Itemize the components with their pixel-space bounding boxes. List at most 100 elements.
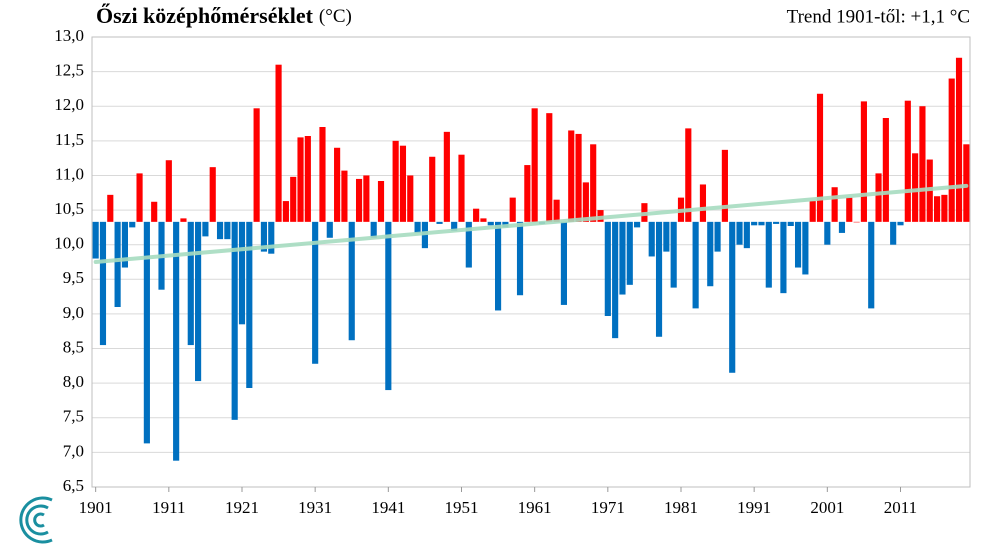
y-tick-label: 13,0 (54, 26, 84, 45)
bar (187, 221, 194, 346)
y-tick-label: 10,5 (54, 199, 84, 218)
bar (590, 144, 597, 222)
bar (99, 221, 107, 346)
bar (195, 221, 202, 382)
bar (634, 221, 641, 228)
logo (19, 496, 53, 544)
bar (348, 221, 355, 341)
bar (180, 218, 187, 222)
bar (114, 221, 121, 307)
plot-border (91, 36, 971, 488)
bar (553, 199, 560, 222)
bar (655, 221, 663, 337)
bar (758, 221, 765, 226)
x-tick-label: 1931 (298, 498, 332, 517)
bar (890, 221, 897, 245)
bar (875, 173, 882, 222)
bar (794, 221, 802, 268)
bar (495, 221, 502, 311)
bar (699, 184, 707, 222)
title: Őszi középhőmérséklet (96, 3, 314, 28)
bar (882, 118, 889, 222)
bar (202, 221, 209, 237)
bar (290, 176, 297, 222)
x-tick-label: 2001 (810, 498, 844, 517)
bar (231, 221, 238, 420)
bar (334, 147, 341, 222)
x-tick-label: 1941 (371, 498, 405, 517)
y-tick-label: 7,5 (63, 407, 84, 426)
bar (275, 64, 282, 222)
bar (765, 221, 772, 288)
bar (136, 173, 143, 222)
bar (736, 221, 743, 245)
bar (392, 140, 399, 222)
bar (729, 221, 736, 373)
title-unit: (°C) (319, 6, 352, 27)
bar (253, 108, 260, 222)
x-tick-label: 1951 (444, 498, 478, 517)
bar (473, 208, 480, 222)
bar (670, 221, 677, 288)
bar (319, 127, 326, 222)
bar (582, 182, 589, 222)
chart-title: Őszi középhőmérséklet (°C) (96, 3, 352, 28)
bar (326, 221, 333, 238)
bar (451, 221, 458, 231)
bar (780, 221, 787, 294)
y-tick-label: 7,0 (63, 441, 84, 460)
bar (458, 154, 465, 222)
bar (341, 170, 348, 222)
bar (377, 181, 385, 222)
bar (92, 221, 99, 259)
bar (560, 221, 567, 305)
bar (648, 221, 655, 257)
bar (121, 221, 128, 268)
bar (612, 221, 619, 339)
bar (948, 78, 955, 222)
x-tick-label: 1981 (664, 498, 698, 517)
trend-line (93, 183, 969, 264)
bar (831, 187, 838, 222)
bar (216, 221, 224, 240)
bar (370, 221, 377, 238)
bar (516, 221, 524, 296)
bar (773, 221, 780, 224)
bar (743, 221, 750, 249)
x-tick-label: 1971 (591, 498, 625, 517)
bar (846, 197, 853, 222)
bar (363, 175, 370, 222)
x-tick-label: 1911 (152, 498, 185, 517)
bar (297, 137, 304, 222)
x-tick-label: 1921 (225, 498, 259, 517)
y-tick-label: 12,0 (54, 95, 84, 114)
bar (355, 178, 363, 222)
bar (853, 221, 860, 223)
bar (260, 221, 268, 252)
bar (934, 196, 941, 222)
x-tick-label: 2011 (884, 498, 917, 517)
bar (509, 197, 516, 222)
bar (546, 113, 553, 222)
bar (721, 149, 728, 222)
x-tick-label: 1901 (79, 498, 113, 517)
bar (246, 221, 253, 388)
bar (399, 145, 407, 222)
bar (480, 218, 487, 222)
bar (860, 101, 867, 222)
bar (524, 165, 531, 222)
bar (816, 93, 824, 222)
bar (941, 194, 948, 222)
bar (912, 153, 919, 222)
bar (165, 160, 172, 222)
bar (238, 221, 246, 325)
bar (129, 221, 136, 228)
bar (268, 221, 275, 254)
x-tick-label: 1961 (518, 498, 552, 517)
bar (919, 106, 926, 222)
bar (904, 100, 911, 222)
y-tick-label: 6,5 (63, 476, 84, 495)
bar (487, 221, 494, 226)
bar (385, 221, 392, 391)
